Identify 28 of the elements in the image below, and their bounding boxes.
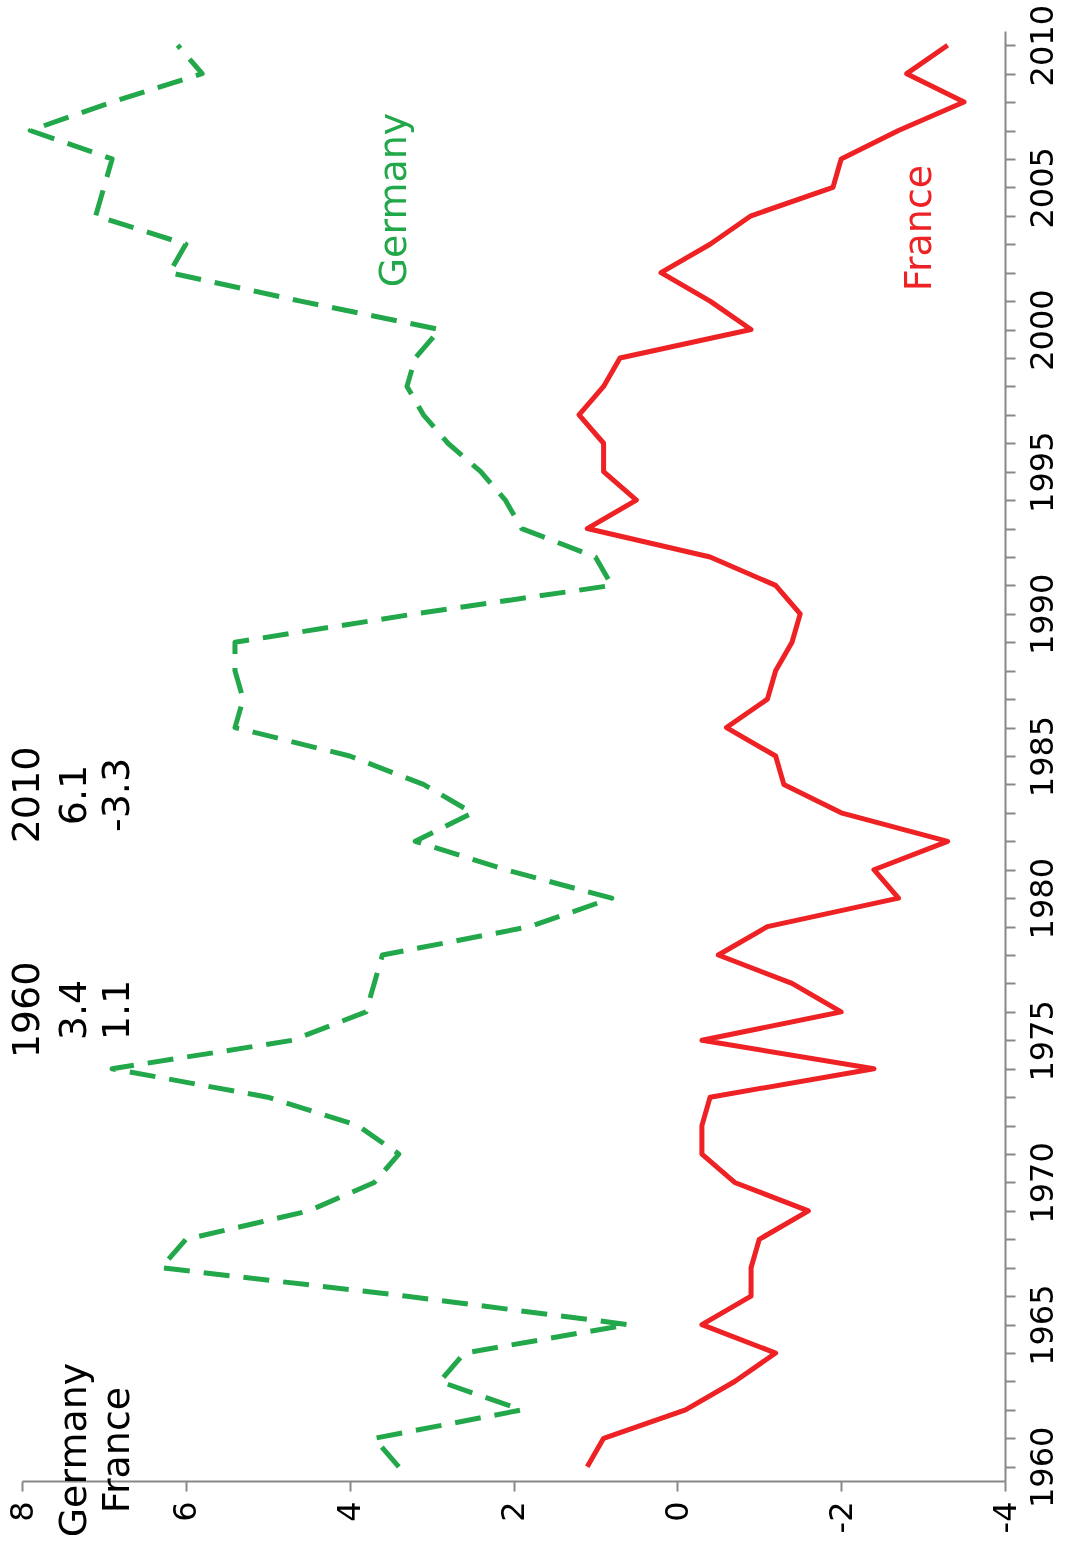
text: France — [94, 1386, 138, 1514]
x-tick-label: 2 — [494, 1501, 532, 1522]
y-tick-label: 2005 — [1022, 147, 1061, 229]
x-tick-label: 6 — [166, 1501, 205, 1522]
x-tick-label: 4 — [330, 1501, 369, 1522]
y-tick-label: 2010 — [1022, 5, 1061, 87]
y-tick-label: 2000 — [1022, 289, 1061, 371]
y-tick-label: 1990 — [1022, 573, 1061, 656]
annotation: 2010 — [4, 746, 48, 844]
x-tick-label: -4 — [985, 1501, 1024, 1534]
y-tick-label: 1975 — [1022, 1000, 1061, 1082]
annotation: 3.4 — [51, 979, 95, 1041]
annotation: 6.1 — [51, 764, 95, 826]
x-tick-label: -2 — [821, 1501, 860, 1534]
annotation: 1960 — [4, 961, 48, 1059]
x-tick-label: 8 — [2, 1501, 41, 1522]
y-tick-label: 1960 — [1022, 1426, 1061, 1508]
text: Germany — [51, 1362, 95, 1538]
y-tick-label: 1995 — [1022, 431, 1061, 513]
y-tick-label: 1965 — [1022, 1284, 1061, 1366]
text: France — [896, 164, 940, 292]
annotation: -3.3 — [94, 757, 138, 833]
text: Germany — [371, 112, 415, 288]
y-tick-label: 1985 — [1022, 715, 1061, 798]
y-tick-label: 1980 — [1022, 857, 1061, 940]
x-tick-label: 0 — [657, 1501, 696, 1522]
annotation: 1.1 — [94, 979, 138, 1041]
y-tick-label: 1970 — [1022, 1142, 1061, 1224]
